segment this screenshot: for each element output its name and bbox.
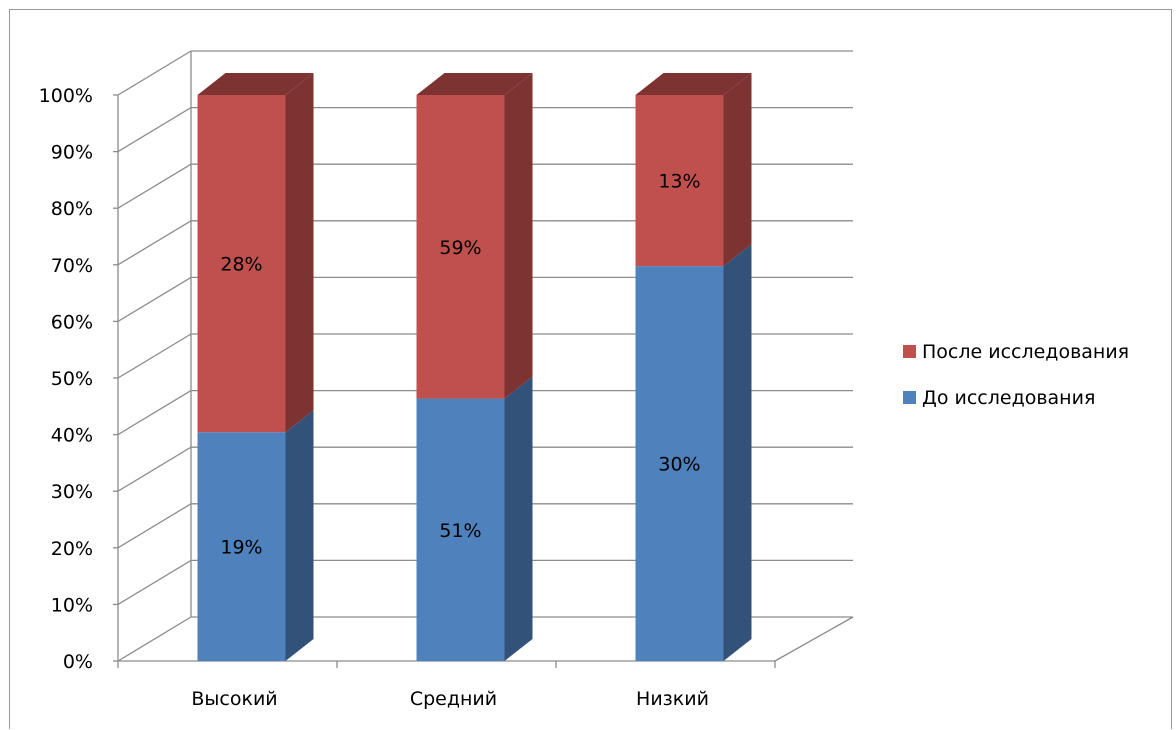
- bar-top: [635, 73, 752, 95]
- x-tick-label: Средний: [410, 688, 497, 710]
- axes: 0% 10% 20% 30% 40% 50% 60% 70% 80% 90% 100% Высокий…: [39, 85, 854, 710]
- data-label: 13%: [658, 171, 700, 193]
- data-label: 30%: [658, 454, 700, 476]
- floor-right-edge: [774, 616, 854, 662]
- chart-plot: 0% 10% 20% 30% 40% 50% 60% 70% 80% 90% 100% Высокий…: [39, 50, 1129, 710]
- bar-segment: [197, 95, 286, 433]
- y-tick-label: 30%: [51, 481, 93, 503]
- y-tick-label: 50%: [51, 368, 93, 390]
- data-label: 59%: [439, 237, 481, 259]
- bar-segment: [416, 95, 505, 399]
- chart-area: 0% 10% 20% 30% 40% 50% 60% 70% 80% 90% 100% Высокий…: [9, 9, 1172, 729]
- y-tick-label: 20%: [51, 538, 93, 560]
- gridline-diagonal: [117, 50, 192, 96]
- legend-label: После исследования: [922, 341, 1129, 363]
- bars: [197, 73, 752, 661]
- x-tick-label: Высокий: [191, 688, 277, 710]
- bar-side: [504, 376, 533, 661]
- gridline-diagonal: [117, 276, 192, 322]
- data-label: 51%: [439, 520, 481, 542]
- bar-top: [197, 73, 314, 95]
- data-label: 28%: [220, 254, 262, 276]
- bar-side: [285, 410, 314, 661]
- x-tick-label: Низкий: [636, 688, 709, 710]
- gridline-diagonal: [117, 616, 192, 662]
- data-labels: 19% 28% 51% 59% 30% 13%: [220, 171, 700, 559]
- y-tick-label: 40%: [51, 425, 93, 447]
- legend-swatch: [903, 345, 916, 358]
- gridline-diagonal: [117, 107, 192, 153]
- y-tick-label: 70%: [51, 255, 93, 277]
- bar-segment: [635, 95, 724, 267]
- bar-segment: [416, 398, 505, 661]
- y-tick-label: 100%: [39, 85, 93, 107]
- y-tick-label: 90%: [51, 142, 93, 164]
- bar-side: [723, 244, 752, 661]
- y-tick-label: 0%: [63, 651, 93, 673]
- gridline-diagonal: [117, 163, 192, 209]
- gridline-diagonal: [117, 390, 192, 436]
- y-tick-label: 80%: [51, 198, 93, 220]
- data-label: 19%: [220, 537, 262, 559]
- bar-side: [723, 73, 752, 267]
- y-tick-label: 10%: [51, 594, 93, 616]
- bar-side: [504, 73, 533, 399]
- gridline-diagonal: [117, 220, 192, 266]
- gridline-diagonal: [117, 446, 192, 492]
- legend: После исследования До исследования: [903, 341, 1129, 409]
- y-tick-label: 60%: [51, 311, 93, 333]
- legend-label: До исследования: [922, 387, 1095, 409]
- gridline-diagonal: [117, 503, 192, 549]
- bar-segment: [635, 266, 724, 661]
- bar-segment: [197, 432, 286, 661]
- bar-side: [285, 73, 314, 433]
- legend-swatch: [903, 391, 916, 404]
- gridline-diagonal: [117, 333, 192, 379]
- bar-top: [416, 73, 533, 95]
- gridline-diagonal: [117, 559, 192, 605]
